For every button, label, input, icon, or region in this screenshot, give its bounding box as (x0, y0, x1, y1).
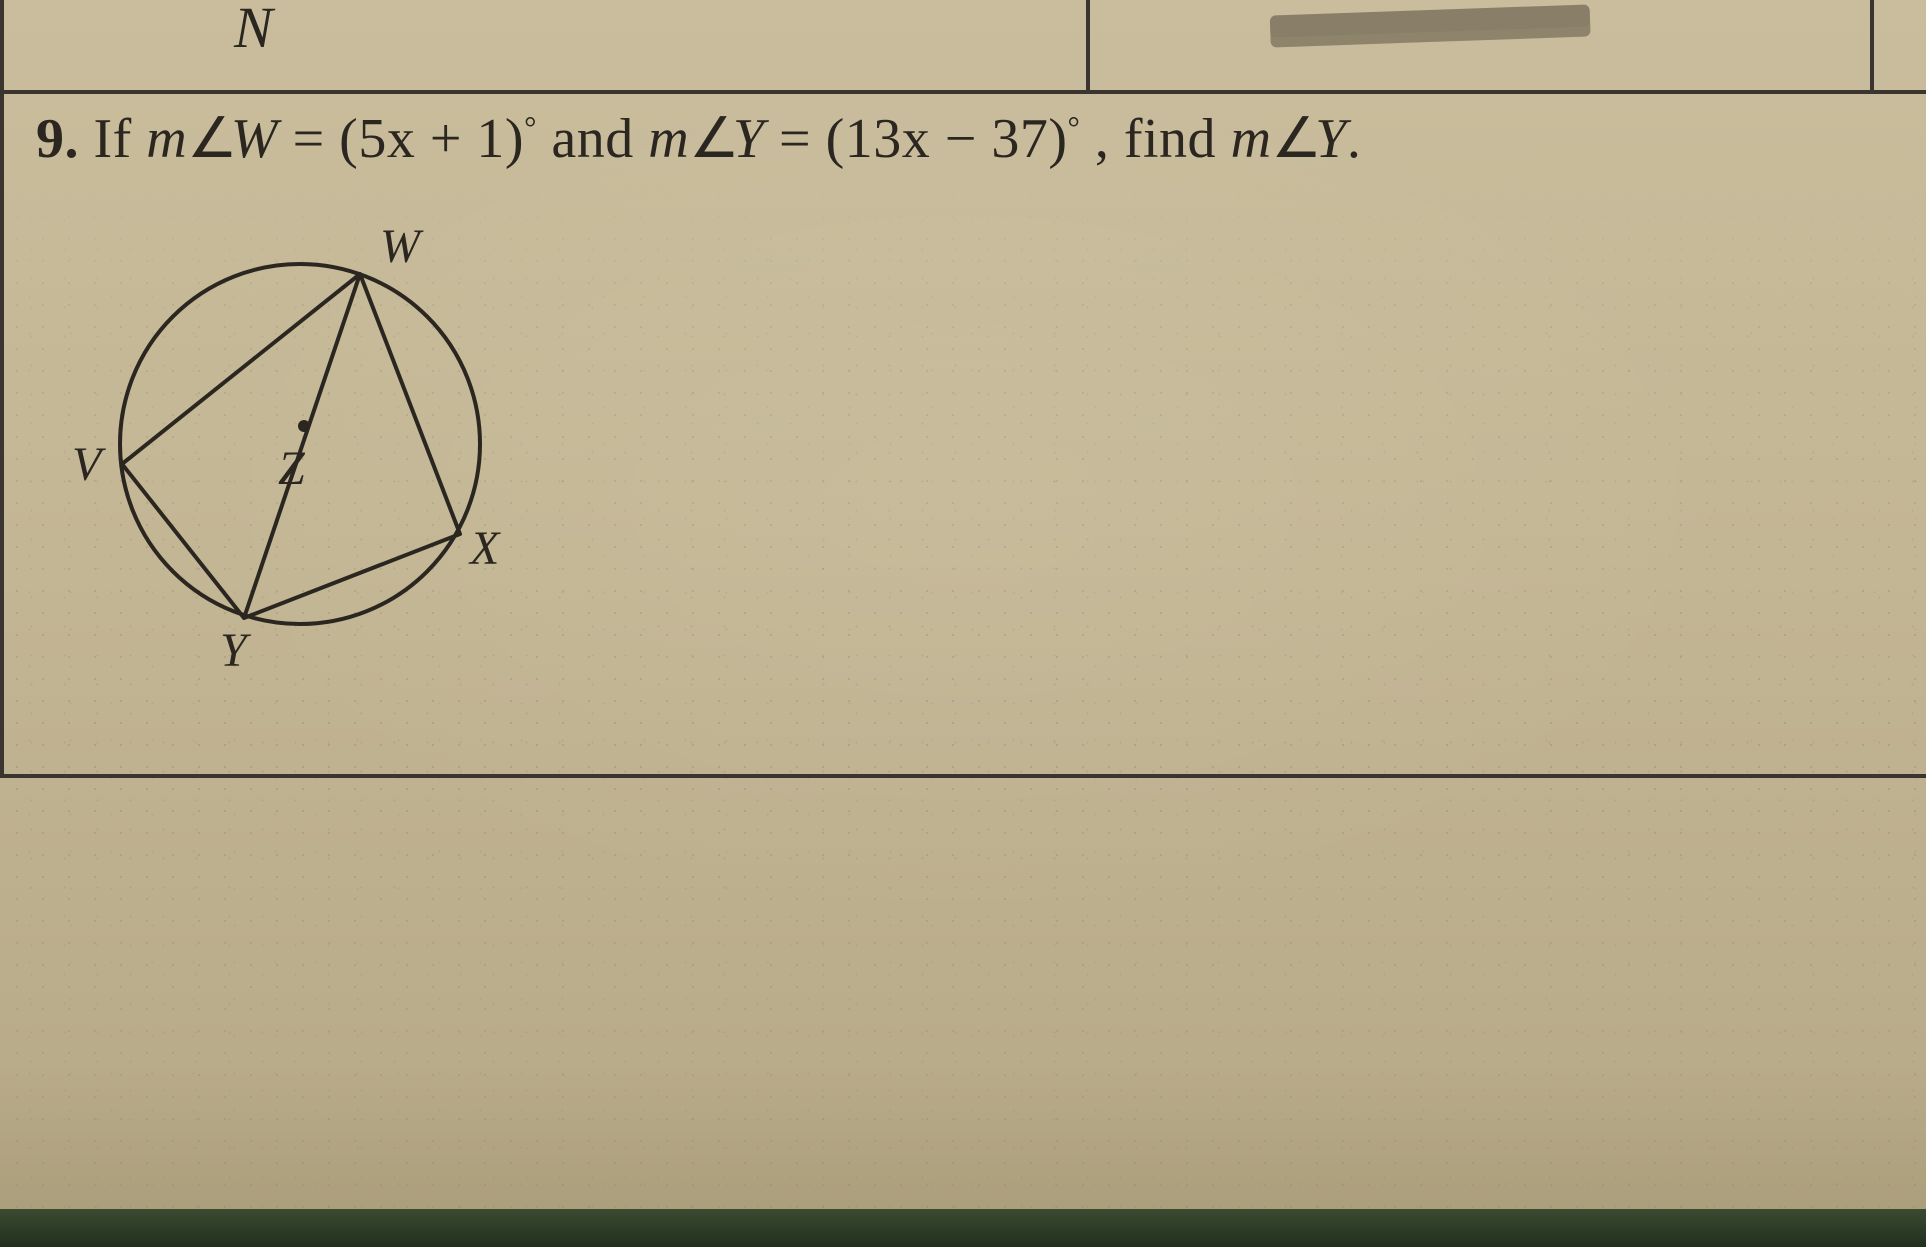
expr-Y: (13x − 37) (826, 108, 1068, 170)
txt-find: find (1124, 108, 1231, 170)
txt-if: If (94, 108, 147, 170)
center-point (298, 420, 310, 432)
table-rule-bottom (0, 774, 1926, 778)
problem-statement: 9. If mW = (5x + 1)° and mY = (13x − 37)… (36, 106, 1896, 171)
table-rule-top (0, 90, 1926, 94)
problem-number: 9. (36, 108, 79, 170)
vertex-label-Y: Y (220, 624, 251, 677)
degree-icon: ° (1068, 110, 1081, 144)
sym-m-3: m (1231, 108, 1272, 170)
angle-icon (1272, 106, 1316, 171)
eq-1: = (293, 108, 340, 170)
row-left-rule (0, 0, 4, 774)
sym-m-2: m (648, 108, 689, 170)
top-row-divider-1 (1086, 0, 1090, 90)
circle-polygon-diagram: W X Y V Z (60, 204, 540, 684)
period: . (1347, 108, 1362, 170)
angle-icon (689, 106, 733, 171)
eq-2: = (779, 108, 826, 170)
prev-problem-label-N: N (234, 0, 273, 61)
var-W: W (231, 108, 278, 170)
vertex-label-W: W (380, 220, 424, 273)
vertex-label-V: V (72, 438, 106, 491)
desk-edge (0, 1209, 1926, 1247)
top-row-divider-2 (1870, 0, 1874, 90)
degree-icon: ° (524, 110, 537, 144)
center-label-Z: Z (278, 442, 306, 495)
txt-and: and (551, 108, 648, 170)
worksheet-page: N 9. If mW = (5x + 1)° and mY = (13x − 3… (0, 0, 1926, 1247)
angle-icon (187, 106, 231, 171)
comma: , (1080, 108, 1124, 170)
vertex-label-X: X (468, 522, 501, 575)
sym-m-1: m (146, 108, 187, 170)
expr-W: (5x + 1) (339, 108, 524, 170)
